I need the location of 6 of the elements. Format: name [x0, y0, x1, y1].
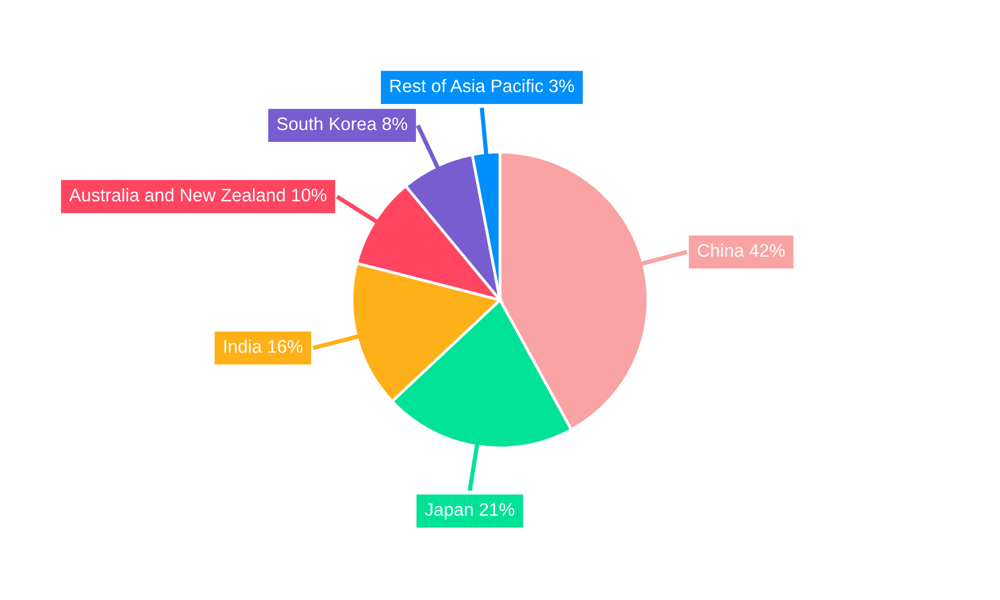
slice-label: China 42%	[698, 244, 785, 257]
slice-label: Japan 21%	[424, 503, 514, 520]
slice-label: India 16%	[224, 340, 302, 353]
slice-label: Rest of Asia Pacific 3%	[390, 79, 574, 92]
slice-label: South Korea 8%	[277, 116, 408, 130]
slice-label: Australia and New Zealand 10%	[69, 188, 326, 202]
